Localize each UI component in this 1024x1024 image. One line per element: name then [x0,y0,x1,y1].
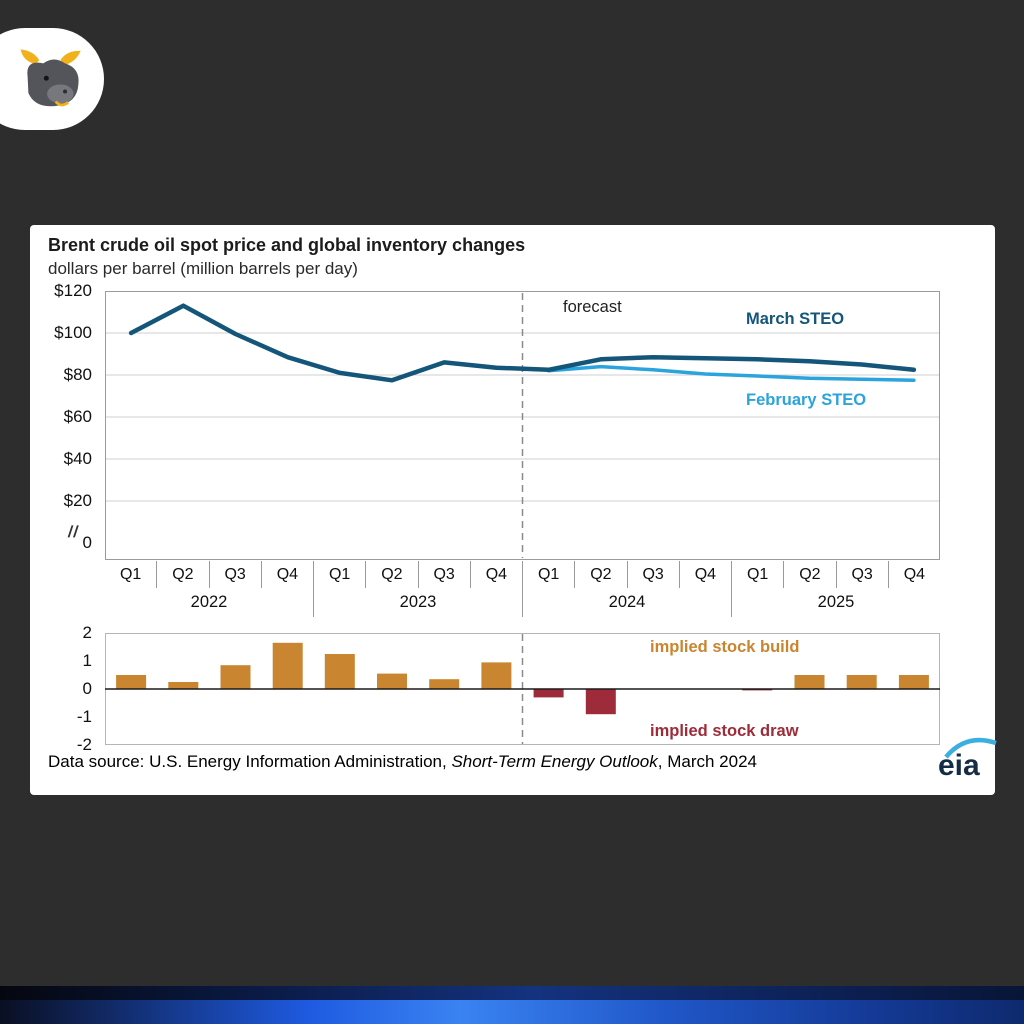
quarter-label: Q1 [732,561,785,588]
price-ytick: $60 [63,407,92,426]
data-source-prefix: Data source: U.S. Energy Information Adm… [48,752,452,771]
february-steo-label: February STEO [746,391,867,409]
year-label: 2022 [190,593,228,611]
inventory-bar [116,675,147,689]
inventory-chart-svg [105,633,940,750]
stock-build-label: implied stock build [650,638,800,656]
brand-logo-badge [0,28,104,130]
inventory-ytick: -1 [76,707,92,726]
bull-muzzle [47,84,74,104]
inventory-bar [585,689,616,715]
price-ytick: $80 [63,365,92,384]
year-label: 2025 [817,593,855,611]
bull-eye [43,75,49,81]
price-ytick: $40 [63,449,92,468]
march-steo-label: March STEO [746,310,845,328]
year-group: Q1 Q2 Q3 Q4 2022 [105,561,314,617]
quarter-label: Q2 [366,561,419,588]
quarter-label: Q3 [837,561,889,588]
year-label: 2023 [399,593,437,611]
march-steo-line [128,303,917,383]
bull-logo-icon [20,49,81,107]
chart-title: Brent crude oil spot price and global in… [48,235,526,255]
inventory-bar [429,679,460,689]
bar-yaxis: 2 1 0 -1 -2 [30,225,98,795]
bull-horn-left [20,49,40,65]
inventory-bar [481,662,512,689]
eia-logo: eia [936,731,1000,785]
chart-card: Brent crude oil spot price and global in… [30,225,997,795]
stock-draw-label: implied stock draw [650,722,799,740]
quarter-label: Q4 [485,565,508,583]
bottom-stripe-lower [0,1000,1024,1024]
quarter-label: Q1 [105,561,158,588]
inventory-bar [168,682,199,689]
inventory-bar [533,689,564,698]
year-label: 2024 [608,593,646,611]
inventory-bar [846,675,877,689]
february-steo-line [546,364,916,383]
price-yaxis: $120 $100 $80 $60 $40 $20 0 [30,225,98,795]
price-chart-svg [105,291,940,565]
quarter-label: Q4 [903,565,926,583]
price-ytick: $100 [54,323,92,342]
inventory-bar [377,673,407,689]
inventory-bar [272,642,303,689]
quarter-label: Q2 [575,561,628,588]
inventory-bar [794,675,825,689]
inventory-bar [220,665,251,689]
axis-break: // [66,524,81,541]
bull-nose-ring [54,100,70,107]
eia-swoosh [944,737,997,759]
price-ytick: 0 [82,533,92,552]
x-axis: Q1 Q2 Q3 Q4 2022 Q1 Q2 Q3 Q4 2023 Q1 Q2 Q3 Q4 2024 Q1 Q2… [105,561,940,617]
quarter-label: Q1 [314,561,367,588]
price-ytick: $120 [54,281,92,300]
inventory-chart [105,633,940,745]
data-source-suffix: , March 2024 [657,752,757,771]
quarter-label: Q1 [523,561,576,588]
quarter-label: Q4 [694,565,717,583]
eia-logo-icon: eia [938,737,997,782]
data-source: Data source: U.S. Energy Information Adm… [48,752,757,772]
inventory-ytick: 0 [82,679,92,698]
quarter-label: Q3 [419,561,471,588]
bull-horn-right [60,50,81,65]
price-ytick: $20 [63,491,92,510]
quarter-label: Q2 [157,561,210,588]
inventory-bar [324,654,355,689]
quarter-label: Q4 [276,565,299,583]
inventory-ytick: 1 [82,651,92,670]
quarter-label: Q3 [628,561,680,588]
year-group: Q1 Q2 Q3 Q4 2023 [314,561,523,617]
bottom-stripe-upper [0,986,1024,1000]
inventory-ytick: 2 [82,623,92,642]
quarter-label: Q3 [210,561,262,588]
price-chart [105,291,940,560]
year-group: Q1 Q2 Q3 Q4 2025 [732,561,940,617]
year-group: Q1 Q2 Q3 Q4 2024 [523,561,732,617]
data-source-publication: Short-Term Energy Outlook [451,752,658,771]
bull-nostril [63,89,68,94]
forecast-label: forecast [563,298,622,316]
inventory-bar [898,675,929,689]
quarter-label: Q2 [784,561,837,588]
chart-subtitle: dollars per barrel (million barrels per … [48,259,358,278]
eia-text: eia [938,749,980,782]
